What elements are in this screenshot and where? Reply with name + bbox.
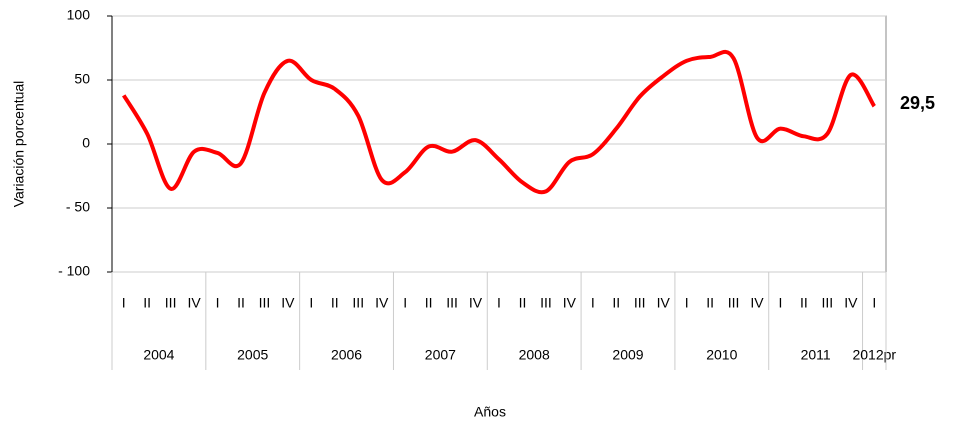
x-group-label: 2009 (612, 347, 643, 363)
x-tick-label: III (446, 295, 458, 311)
x-tick-label: III (352, 295, 364, 311)
x-tick-label: I (497, 295, 501, 311)
x-tick-label: I (591, 295, 595, 311)
x-tick-label: II (612, 295, 620, 311)
x-tick-label: II (519, 295, 527, 311)
x-tick-label: III (634, 295, 646, 311)
x-tick-label: IV (375, 295, 389, 311)
x-tick-label: IV (563, 295, 577, 311)
line (122, 49, 876, 195)
x-group-label: 2008 (519, 347, 550, 363)
x-tick-label: IV (187, 295, 201, 311)
x-tick-label: II (143, 295, 151, 311)
x-tick-label: III (165, 295, 177, 311)
x-tick-label: IV (750, 295, 764, 311)
x-tick-label: II (425, 295, 433, 311)
x-tick-label: IV (469, 295, 483, 311)
x-group-label: 2011 (801, 347, 831, 363)
x-tick-label: I (216, 295, 220, 311)
x-group-label: 2012pr (852, 347, 896, 363)
y-tick-label: 0 (82, 135, 90, 151)
y-tick-label: - 50 (66, 199, 90, 215)
x-tick-label: I (403, 295, 407, 311)
x-group-label: 2005 (237, 347, 268, 363)
x-tick-label: IV (657, 295, 671, 311)
x-tick-label: I (685, 295, 689, 311)
y-tick-label: 100 (67, 7, 91, 23)
y-tick-label: 50 (74, 71, 90, 87)
x-tick-label: III (259, 295, 271, 311)
x-group-label: 2006 (331, 347, 362, 363)
x-tick-label: IV (281, 295, 295, 311)
y-tick-label: - 100 (58, 263, 90, 279)
x-tick-label: II (706, 295, 714, 311)
x-tick-label: I (779, 295, 783, 311)
x-group-label: 2004 (143, 347, 174, 363)
x-tick-label: II (800, 295, 808, 311)
y-axis-title: Variación porcentual (11, 81, 27, 208)
x-tick-label: I (309, 295, 313, 311)
data-label: 29,5 (900, 93, 935, 113)
x-tick-label: I (122, 295, 126, 311)
x-group-label: 2007 (425, 347, 456, 363)
x-axis-title: Años (474, 404, 506, 420)
x-tick-label: IV (844, 295, 858, 311)
x-group-label: 2010 (706, 347, 737, 363)
x-tick-label: III (540, 295, 552, 311)
x-tick-label: I (872, 295, 876, 311)
x-tick-label: II (331, 295, 339, 311)
x-tick-label: III (728, 295, 740, 311)
x-tick-label: II (237, 295, 245, 311)
x-tick-label: III (822, 295, 834, 311)
